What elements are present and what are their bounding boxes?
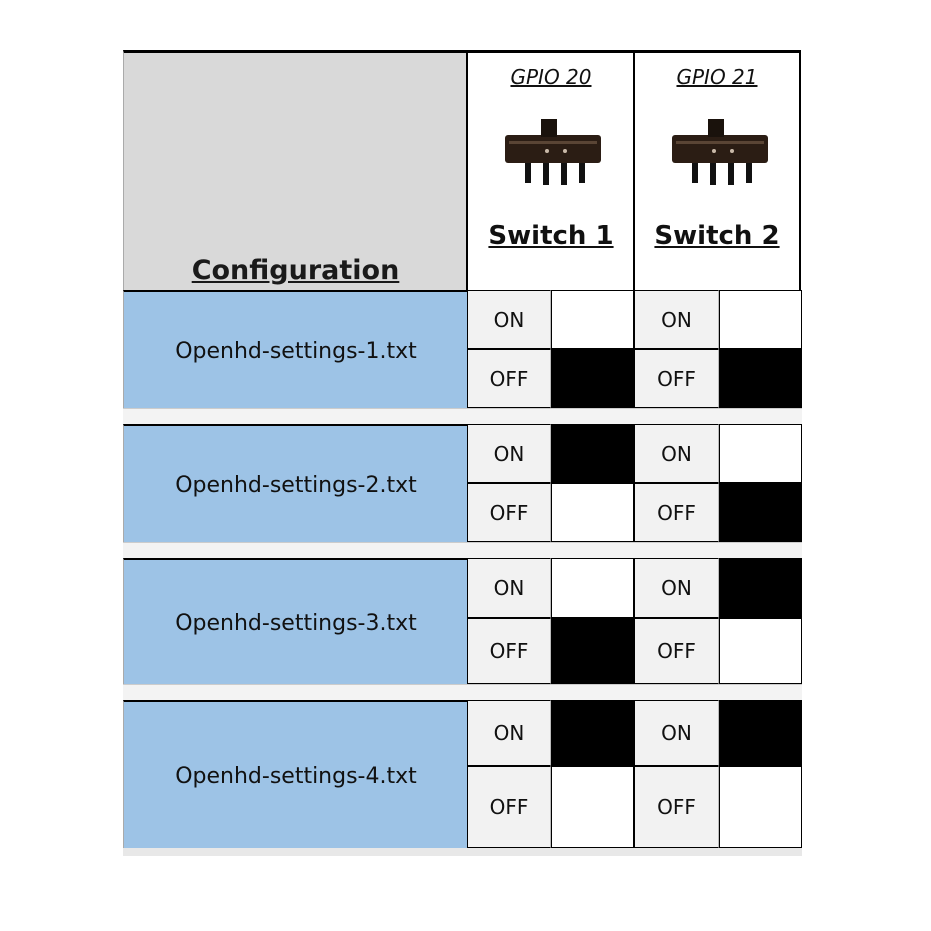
profile-name-2: Openhd-settings-2.txt [123,424,468,546]
switch2-off-indicator [719,349,802,408]
switch1-off-label: OFF [467,349,551,408]
switch2-on-label: ON [634,558,719,618]
switch2-on-indicator [719,290,802,349]
switch2-off-indicator [719,483,802,542]
profile-name-3: Openhd-settings-3.txt [123,558,468,688]
switch2-on-label: ON [634,700,719,766]
table-bottom-edge [123,848,802,856]
switch1-off-label: OFF [467,766,551,848]
switch1-off-label: OFF [467,618,551,684]
slide-switch-icon [505,119,601,185]
switch2-off-label: OFF [634,349,719,408]
switch1-on-label: ON [467,290,551,349]
switch1-label: Switch 1 [488,221,614,251]
profile-row-1: Openhd-settings-1.txt ON OFF ON OFF [123,290,802,412]
switch2-on-label: ON [634,424,719,483]
switch2-on-indicator [719,700,802,766]
switch2-on-indicator [719,558,802,618]
switch1-on-indicator [551,700,634,766]
switch1-on-indicator [551,558,634,618]
switch1-off-indicator [551,483,634,542]
switch1-gpio-label: GPIO 20 [510,65,592,89]
profile-row-3: Openhd-settings-3.txt ON OFF ON OFF [123,558,802,688]
switch1-on-label: ON [467,424,551,483]
switch2-off-label: OFF [634,766,719,848]
switch1-on-indicator [551,290,634,349]
switch1-off-label: OFF [467,483,551,542]
switch1-off-indicator [551,766,634,848]
slide-switch-icon [672,119,768,185]
switch1-on-indicator [551,424,634,483]
switch2-gpio-label: GPIO 21 [676,65,758,89]
switch2-on-label: ON [634,290,719,349]
switch2-on-indicator [719,424,802,483]
profile-header-cell: Configuration Profile # [123,50,467,330]
switch2-off-label: OFF [634,618,719,684]
switch1-on-label: ON [467,558,551,618]
profile-name-1: Openhd-settings-1.txt [123,290,468,412]
profile-name-4: Openhd-settings-4.txt [123,700,468,852]
switch2-off-label: OFF [634,483,719,542]
switch2-header-cell: GPIO 21 Switch 2 [633,50,801,290]
switch1-on-label: ON [467,700,551,766]
switch1-off-indicator [551,349,634,408]
switch2-label: Switch 2 [654,221,780,251]
switch1-off-indicator [551,618,634,684]
switch1-header-cell: GPIO 20 Switch 1 [466,50,634,290]
profile-row-4: Openhd-settings-4.txt ON OFF ON OFF [123,700,802,852]
switch2-off-indicator [719,766,802,848]
switch2-off-indicator [719,618,802,684]
profile-header-line1: Configuration [191,255,400,286]
profile-row-2: Openhd-settings-2.txt ON OFF ON OFF [123,424,802,546]
